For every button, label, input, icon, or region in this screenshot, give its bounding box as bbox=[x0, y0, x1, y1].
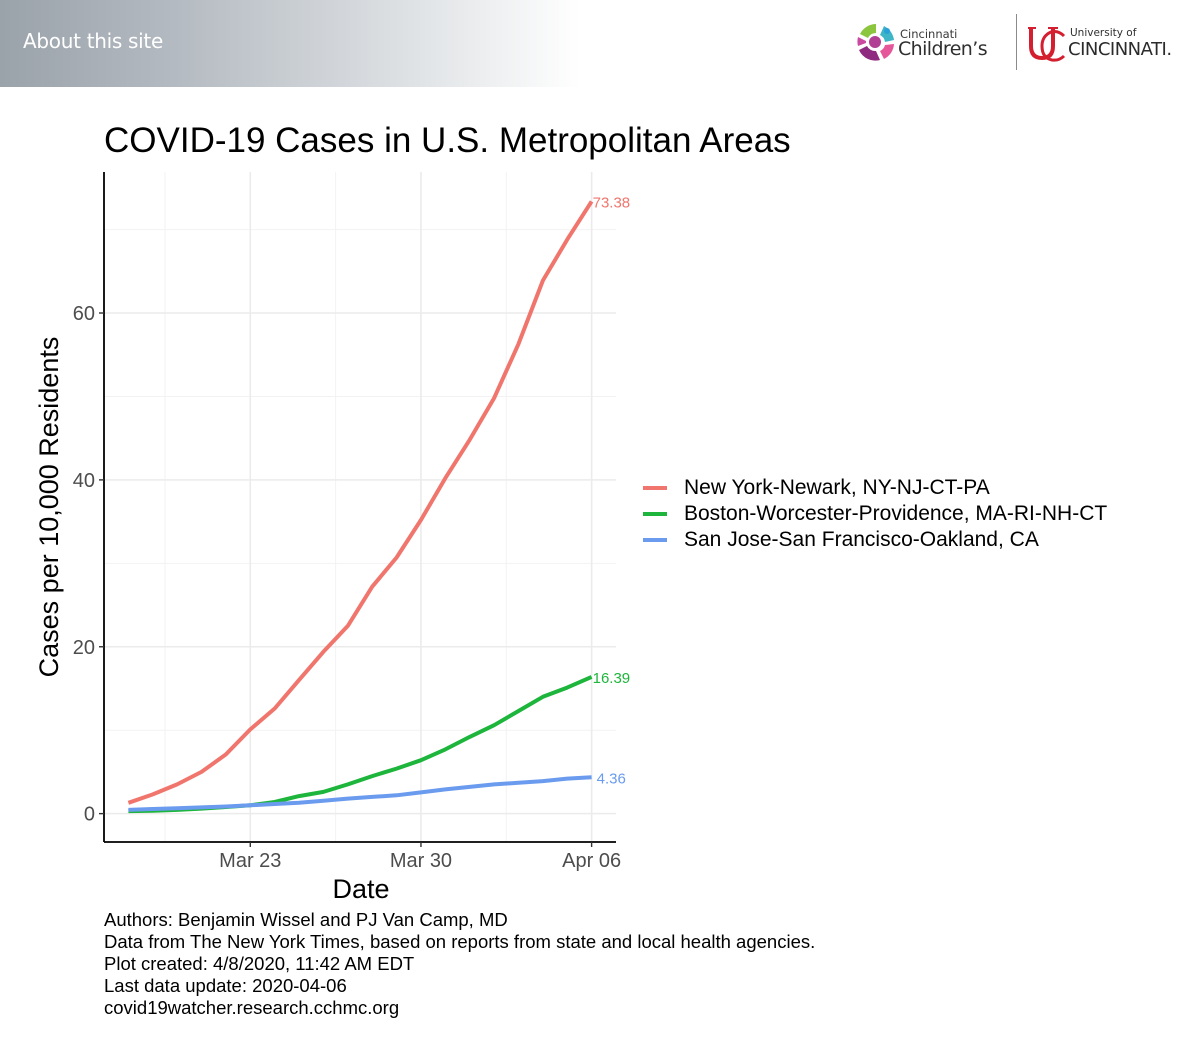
series-lines bbox=[127, 200, 594, 814]
caption-last-update: Last data update: 2020-04-06 bbox=[104, 975, 347, 996]
x-tick-label: Apr 06 bbox=[562, 850, 621, 872]
chart-caption: Authors: Benjamin Wissel and PJ Van Camp… bbox=[104, 909, 815, 1019]
series-line-0 bbox=[127, 200, 594, 805]
y-axis-title: Cases per 10,000 Residents bbox=[34, 337, 64, 678]
about-this-site-link[interactable]: About this site bbox=[23, 29, 163, 53]
caption-data-source: Data from The New York Times, based on r… bbox=[104, 931, 816, 952]
legend-swatch bbox=[643, 486, 667, 490]
legend-label: San Jose-San Francisco-Oakland, CA bbox=[684, 528, 1039, 551]
header-band: About this site bbox=[0, 0, 580, 87]
legend-item-boston[interactable]: Boston-Worcester-Providence, MA-RI-NH-CT bbox=[643, 501, 1107, 527]
series-end-label: 4.36 bbox=[597, 770, 626, 787]
uc-monogram-icon bbox=[1028, 27, 1066, 62]
legend-label: New York-Newark, NY-NJ-CT-PA bbox=[684, 476, 990, 499]
y-tick-label: 0 bbox=[84, 804, 95, 826]
chart-title: COVID-19 Cases in U.S. Metropolitan Area… bbox=[104, 121, 791, 160]
y-tick-label: 20 bbox=[73, 637, 95, 659]
series-end-label: 16.39 bbox=[593, 670, 631, 687]
gridlines bbox=[104, 172, 616, 842]
x-axis-title: Date bbox=[332, 874, 389, 904]
tick-labels: 0 20 40 60 Mar 23 Mar 30 Apr 06 bbox=[73, 303, 621, 872]
university-of-cincinnati-logo[interactable]: University of CINCINNATI. bbox=[1028, 24, 1188, 64]
series-line-2 bbox=[128, 775, 592, 812]
legend-item-san-jose[interactable]: San Jose-San Francisco-Oakland, CA bbox=[643, 527, 1107, 553]
uc-logo-line2: CINCINNATI. bbox=[1068, 39, 1172, 60]
legend-item-new-york[interactable]: New York-Newark, NY-NJ-CT-PA bbox=[643, 475, 1107, 501]
caption-authors: Authors: Benjamin Wissel and PJ Van Camp… bbox=[104, 909, 508, 930]
partner-logos: Cincinnati Children’s University of CINC… bbox=[848, 10, 1188, 74]
y-tick-label: 60 bbox=[73, 303, 95, 325]
x-tick-label: Mar 30 bbox=[390, 850, 452, 872]
cincinnati-childrens-logo-line2: Children’s bbox=[898, 38, 988, 60]
cincinnati-childrens-logo[interactable]: Cincinnati Children’s bbox=[848, 14, 998, 70]
series-end-label: 73.38 bbox=[593, 194, 631, 211]
cincinnati-childrens-logo-mark-icon bbox=[857, 24, 894, 61]
chart-legend: New York-Newark, NY-NJ-CT-PA Boston-Worc… bbox=[643, 475, 1107, 553]
caption-site-url[interactable]: covid19watcher.research.cchmc.org bbox=[104, 997, 400, 1018]
legend-swatch bbox=[643, 538, 667, 542]
legend-label: Boston-Worcester-Providence, MA-RI-NH-CT bbox=[684, 502, 1108, 525]
x-tick-label: Mar 23 bbox=[219, 850, 281, 872]
legend-swatch bbox=[643, 512, 667, 516]
axes bbox=[103, 172, 616, 843]
series-line-1 bbox=[128, 675, 593, 814]
uc-logo-line1: University of bbox=[1070, 27, 1137, 39]
caption-plot-created: Plot created: 4/8/2020, 11:42 AM EDT bbox=[104, 953, 415, 974]
end-labels: 73.38 16.39 4.36 bbox=[593, 194, 631, 787]
logo-divider bbox=[1016, 14, 1017, 70]
cincinnati-childrens-logo-line1: Cincinnati bbox=[900, 27, 958, 41]
y-tick-label: 40 bbox=[73, 470, 95, 492]
